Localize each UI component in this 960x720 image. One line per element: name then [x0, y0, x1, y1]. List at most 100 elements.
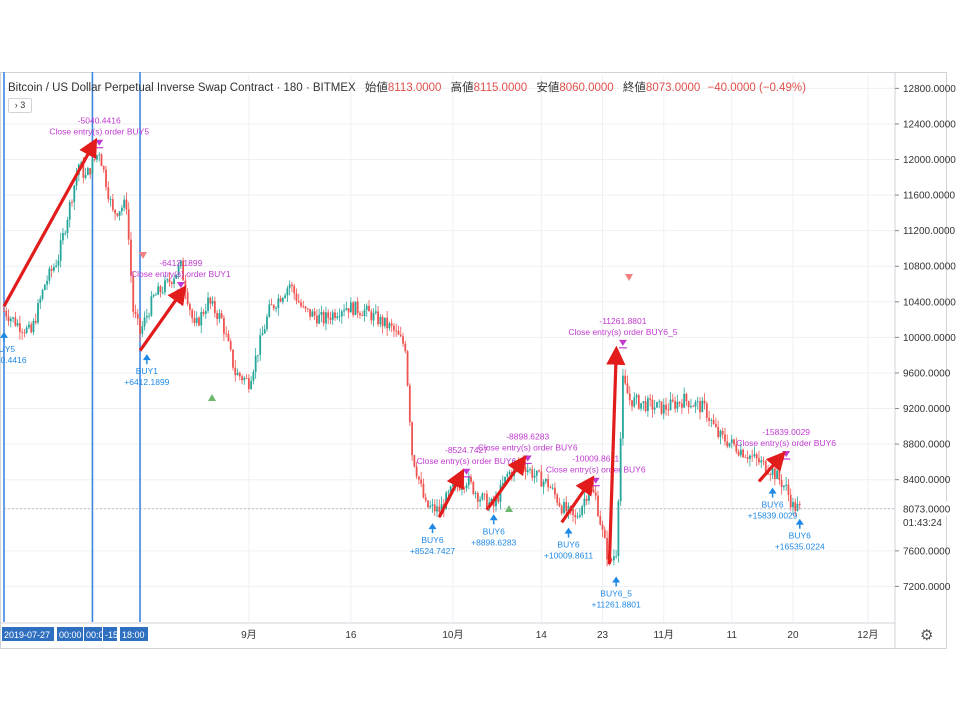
candle-body: [642, 401, 645, 404]
candle-body: [486, 493, 488, 509]
candle-body: [408, 385, 411, 423]
signal-triangle-up: [208, 394, 216, 401]
candle-body: [603, 529, 606, 539]
candle-body: [640, 403, 642, 409]
price-tick-label: 9600.0000: [903, 368, 951, 379]
candle-body: [406, 351, 409, 386]
candle-body: [540, 471, 543, 487]
candle-body: [463, 487, 466, 489]
candle-body: [132, 275, 135, 312]
candle-body: [220, 313, 223, 319]
candle-body: [508, 472, 511, 475]
candle-body: [191, 309, 194, 319]
candle-body: [599, 516, 602, 525]
candle-body: [556, 494, 559, 503]
candle-body: [71, 202, 73, 203]
candle-body: [585, 498, 588, 501]
candle-body: [223, 318, 225, 334]
close-order-label: Close entry(s) order BUY1: [131, 269, 231, 279]
candle-body: [699, 401, 701, 413]
candle-body: [182, 260, 185, 281]
candle-body: [758, 458, 760, 463]
price-tick-label: 11600.0000: [903, 191, 956, 202]
candle-body: [531, 469, 534, 478]
entry-order-profit-label: +8898.6283: [471, 537, 516, 547]
trend-arrow: [606, 345, 626, 565]
candle-body: [411, 422, 413, 456]
candle-body: [186, 292, 189, 305]
candle-body: [204, 311, 207, 314]
candle-body: [581, 506, 584, 516]
entry-order-profit-label: +8524.7427: [410, 546, 455, 556]
indicator-count: 3: [20, 100, 26, 110]
candle-body: [75, 174, 78, 186]
candle-body: [399, 334, 402, 337]
candle-body: [578, 515, 581, 517]
candle-body: [558, 502, 561, 507]
candle-body: [388, 323, 391, 329]
candle-body: [315, 315, 318, 324]
candle-body: [46, 280, 48, 285]
entry-order-label: BUY5: [0, 344, 15, 354]
candle-body: [739, 449, 742, 456]
candle-body: [749, 455, 751, 459]
candle-body: [461, 487, 463, 490]
candle-body: [331, 312, 334, 320]
candle-body: [279, 298, 282, 302]
candle-body: [261, 333, 264, 336]
candle-body: [504, 476, 506, 484]
candle-body: [313, 311, 316, 316]
candle-body: [177, 265, 180, 275]
indicator-toggle[interactable]: › 3: [8, 98, 32, 113]
candle-body: [386, 317, 389, 329]
candle-body: [34, 320, 37, 323]
price-tick-label: 9200.0000: [903, 404, 951, 415]
last-price-badge-bg: [896, 501, 956, 516]
candles: [3, 152, 801, 567]
close-order-profit-label: -5040.4416: [78, 116, 121, 126]
candle-body: [306, 308, 309, 310]
candle-body: [547, 479, 550, 488]
entry-order-profit-label: +16535.0224: [775, 542, 825, 552]
gear-icon[interactable]: ⚙: [920, 627, 934, 644]
candle-body: [130, 239, 132, 276]
candle-body: [372, 312, 375, 321]
candle-body: [286, 288, 289, 296]
candle-body: [617, 501, 620, 556]
candle-body: [213, 301, 216, 314]
price-tick-label: 12000.0000: [903, 155, 956, 166]
time-tick-label: 12月: [857, 629, 878, 641]
date-badge-bg: [2, 627, 54, 641]
candle-body: [771, 468, 774, 475]
symbol-title[interactable]: Bitcoin / US Dollar Perpetual Inverse Sw…: [8, 82, 356, 94]
candle-body: [363, 309, 366, 317]
candle-body: [136, 314, 139, 319]
candle-body: [728, 442, 731, 447]
candle-body: [370, 311, 373, 321]
candle-body: [293, 286, 296, 294]
candle-body: [433, 504, 436, 512]
candle-body: [28, 324, 30, 328]
candle-body: [55, 265, 58, 267]
candle-body: [349, 302, 352, 313]
candle-body: [270, 304, 273, 306]
candle-body: [318, 314, 321, 324]
time-tick-label: 16: [345, 630, 357, 641]
trend-arrow: [757, 451, 786, 483]
candle-body: [52, 266, 55, 271]
candle-body: [796, 504, 799, 511]
candle-body: [39, 298, 42, 304]
close-order-marker: [176, 282, 185, 289]
trend-arrow: [437, 468, 465, 518]
candle-body: [724, 434, 726, 442]
candle-body: [674, 401, 676, 409]
chart-header: Bitcoin / US Dollar Perpetual Inverse Sw…: [8, 79, 806, 95]
candle-body: [365, 305, 368, 310]
candle-body: [141, 326, 144, 334]
candle-body: [16, 323, 19, 326]
candle-body: [281, 297, 284, 302]
candle-body: [619, 438, 622, 502]
close-order-label: Close entry(s) order BUY6_5: [568, 327, 677, 337]
candle-body: [234, 367, 237, 376]
